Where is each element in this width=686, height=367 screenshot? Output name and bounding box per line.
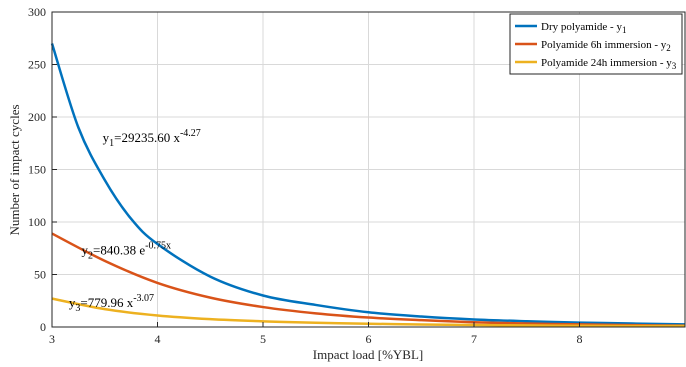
y-tick-label: 0: [40, 320, 46, 334]
legend-label-3: Polyamide 24h immersion - y3: [541, 57, 677, 71]
y-tick-label: 200: [28, 110, 46, 124]
equation-label-2: y2=840.38 e-0.75x: [82, 241, 171, 262]
legend-label-1: Dry polyamide - y1: [541, 21, 626, 35]
y-tick-label: 300: [28, 5, 46, 19]
y-tick-label: 150: [28, 163, 46, 177]
legend-box: [509, 13, 683, 75]
x-tick-label: 6: [366, 332, 372, 346]
legend-label-2: Polyamide 6h immersion - y2: [541, 39, 671, 53]
y-tick-label: 100: [28, 215, 46, 229]
x-axis-title: Impact load [%YBL]: [313, 347, 423, 362]
x-tick-label: 7: [471, 332, 477, 346]
y-tick-label: 50: [34, 268, 46, 282]
axis-ticks: 3 4 5 6 7 8 0 50 100 150 200 250 300: [28, 5, 583, 346]
y-axis-title: Number of impact cycles: [7, 104, 22, 235]
x-tick-label: 8: [577, 332, 583, 346]
series-line-1: [50, 43, 686, 326]
equation-label-1: y1=29235.60 x-4.27: [103, 128, 201, 149]
y-tick-label: 250: [28, 58, 46, 72]
x-tick-label: 4: [155, 332, 161, 346]
x-tick-label: 3: [49, 332, 55, 346]
equation-label-3: y3=779.96 x-3.07: [69, 293, 154, 314]
legend: Dry polyamide - y1 Polyamide 6h immersion…: [509, 13, 683, 75]
equation-annotations: y1=29235.60 x-4.27 y2=840.38 e-0.75x y3=77…: [69, 128, 201, 314]
x-tick-label: 5: [260, 332, 266, 346]
